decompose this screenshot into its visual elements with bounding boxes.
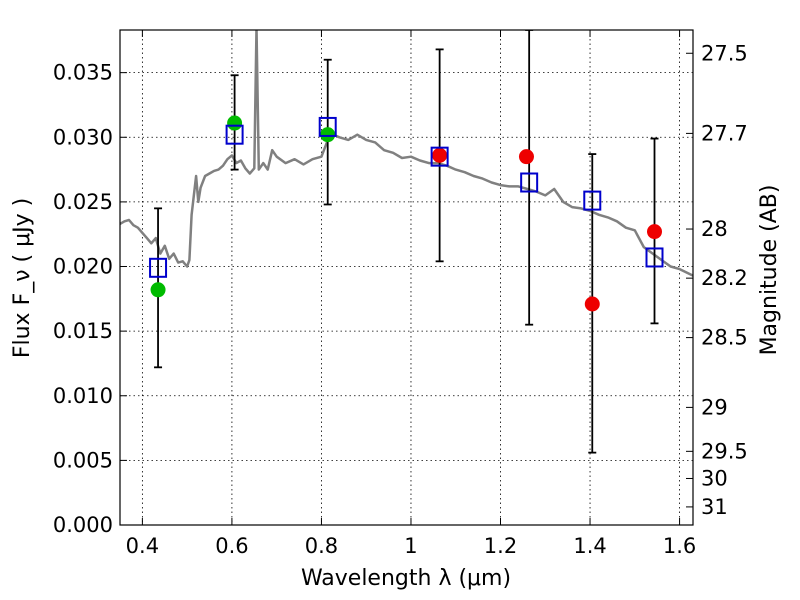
model-point [149,257,168,278]
observed-point [150,282,166,298]
right-tick-label: 27.5 [701,41,748,65]
y-tick-label: 0.035 [53,61,113,85]
plot-content [120,30,693,454]
y-axis-label: Flux F_ν ( μJy ) [10,198,35,358]
y-tick-label: 0.000 [53,513,113,537]
x-tick-label: 1.4 [573,534,606,558]
model-point [645,247,664,268]
x-axis-label: Wavelength λ (μm) [301,566,511,591]
spectrum-line [120,30,693,277]
observed-point [320,127,336,143]
x-tick-label: 0.8 [305,534,338,558]
y-tick-label: 0.025 [53,190,113,214]
right-tick-label: 27.7 [701,121,748,145]
plot-frame [119,29,694,526]
right-tick-label: 28 [701,217,728,241]
x-tick-label: 1 [404,534,417,558]
right-tick-label: 29.5 [701,439,748,463]
right-tick-label: 28.5 [701,326,748,350]
right-axis-label: Magnitude (AB) [757,185,782,356]
observed-point [227,115,243,131]
observed-point [584,296,600,312]
observed-point [518,149,534,165]
model-point [318,116,337,137]
right-tick-label: 29 [701,395,728,419]
observed-point [647,224,663,240]
model-point [225,124,244,145]
y-tick-label: 0.005 [53,448,113,472]
y-tick-label: 0.010 [53,384,113,408]
grid [120,30,693,526]
y-tick-label: 0.020 [53,255,113,279]
model-point [520,172,539,193]
ticks: 0.4 0.6 0.8 1 1.2 1.4 1.6 0.000 0.005 0.010 0.015 0… [53,30,748,558]
right-tick-label: 30 [701,466,728,490]
right-tick-label: 28.2 [701,266,748,290]
x-tick-label: 1.6 [663,534,696,558]
observed-point [432,147,448,163]
model-point [430,146,449,167]
right-tick-label: 31 [701,495,728,519]
y-tick-label: 0.015 [53,319,113,343]
model-point [583,190,602,211]
x-tick-label: 0.6 [215,534,248,558]
y-tick-label: 0.030 [53,125,113,149]
x-tick-label: 1.2 [484,534,517,558]
x-tick-label: 0.4 [126,534,159,558]
